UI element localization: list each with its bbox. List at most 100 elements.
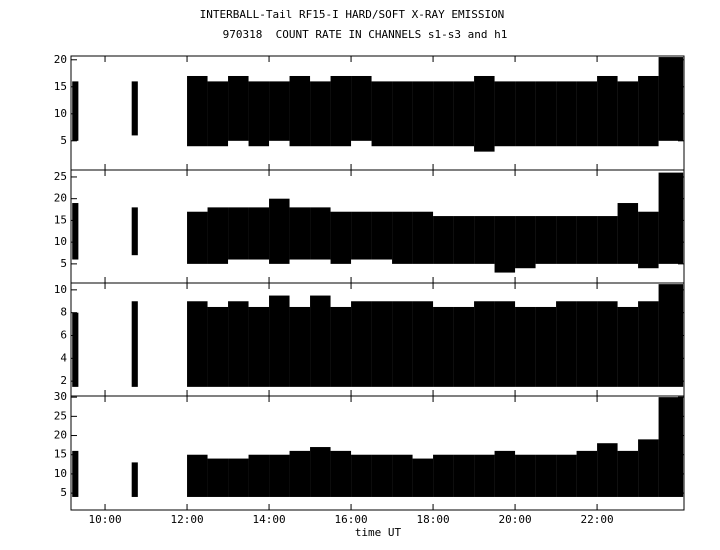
range-bar xyxy=(269,81,290,141)
x-tick-label: 18:00 xyxy=(416,513,449,526)
range-bar xyxy=(576,450,598,497)
y-tick-label: 8 xyxy=(60,306,67,319)
range-bar xyxy=(576,81,598,147)
range-bar xyxy=(535,454,557,497)
range-bar xyxy=(535,306,557,387)
y-tick-label: 10 xyxy=(54,107,67,120)
range-bar xyxy=(535,216,557,264)
range-bar xyxy=(351,75,372,141)
range-bar xyxy=(392,81,413,147)
range-bar xyxy=(617,450,639,497)
range-bar xyxy=(597,216,618,264)
range-bar xyxy=(453,306,475,387)
range-bar xyxy=(207,81,229,147)
range-bar xyxy=(412,301,434,387)
range-bar xyxy=(494,450,516,497)
range-bar xyxy=(131,462,138,497)
range-bar xyxy=(515,306,536,387)
range-bar xyxy=(494,81,516,147)
range-bar xyxy=(515,216,536,269)
range-bar xyxy=(474,75,495,152)
range-bar xyxy=(617,306,639,387)
range-bar xyxy=(658,397,684,497)
range-bar xyxy=(289,306,311,387)
range-bar xyxy=(474,454,495,497)
range-bar xyxy=(412,211,434,264)
range-bar xyxy=(556,301,577,387)
range-bar xyxy=(289,450,311,497)
range-bar xyxy=(412,458,434,497)
range-bar xyxy=(187,301,208,387)
range-bar xyxy=(187,454,208,497)
range-bar xyxy=(433,216,454,264)
y-tick-label: 2 xyxy=(60,374,67,387)
range-bar xyxy=(310,81,331,147)
range-bar xyxy=(638,301,659,387)
range-bar xyxy=(228,301,249,387)
y-tick-label: 30 xyxy=(54,390,67,403)
range-bar xyxy=(474,216,495,264)
range-bar xyxy=(131,301,138,387)
range-bar xyxy=(351,301,372,387)
y-tick-label: 5 xyxy=(60,257,67,270)
y-tick-label: 10 xyxy=(54,283,67,296)
range-bar xyxy=(597,301,618,387)
y-tick-label: 20 xyxy=(54,429,67,442)
range-bar xyxy=(228,207,249,260)
range-bar xyxy=(515,81,536,147)
range-bar xyxy=(131,81,138,136)
range-bar xyxy=(658,172,684,264)
range-bar xyxy=(72,312,79,387)
range-bar xyxy=(412,81,434,147)
range-bar xyxy=(248,454,270,497)
range-bar xyxy=(310,207,331,260)
y-tick-label: 10 xyxy=(54,467,67,480)
range-bar xyxy=(228,75,249,141)
range-bar xyxy=(72,81,79,141)
range-bar xyxy=(289,75,311,147)
range-bar xyxy=(658,57,684,141)
x-tick-label: 12:00 xyxy=(170,513,203,526)
range-bar xyxy=(433,306,454,387)
range-bar xyxy=(638,439,659,497)
range-bar xyxy=(453,454,475,497)
range-bar xyxy=(535,81,557,147)
range-bar xyxy=(228,458,249,497)
y-tick-label: 20 xyxy=(54,192,67,205)
range-bar xyxy=(207,458,229,497)
range-bar xyxy=(392,211,413,264)
x-tick-label: 22:00 xyxy=(581,513,614,526)
range-bar xyxy=(131,207,138,256)
y-tick-label: 4 xyxy=(60,351,67,364)
range-bar xyxy=(310,295,331,387)
range-bar xyxy=(207,306,229,387)
chart-title: INTERBALL-Tail RF15-I HARD/SOFT X-RAY EM… xyxy=(200,8,505,21)
chart-subtitle: 970318 COUNT RATE IN CHANNELS s1-s3 and … xyxy=(223,28,508,41)
range-bar xyxy=(310,447,331,497)
range-bar xyxy=(453,81,475,147)
range-bar xyxy=(248,207,270,260)
range-bar xyxy=(494,301,516,387)
x-tick-label: 14:00 xyxy=(252,513,285,526)
range-bar xyxy=(576,301,598,387)
range-bar xyxy=(597,443,618,497)
range-bar xyxy=(597,75,618,147)
x-tick-label: 10:00 xyxy=(88,513,121,526)
range-bar xyxy=(556,81,577,147)
range-bar xyxy=(392,301,413,387)
range-bar xyxy=(371,211,393,260)
y-tick-label: 15 xyxy=(54,448,67,461)
range-bar xyxy=(392,454,413,497)
range-bar xyxy=(269,198,290,264)
range-bar xyxy=(330,450,352,497)
range-bar xyxy=(371,454,393,497)
y-tick-label: 25 xyxy=(54,170,67,183)
range-bar xyxy=(453,216,475,264)
range-bar xyxy=(207,207,229,264)
range-bar xyxy=(515,454,536,497)
range-bar xyxy=(433,81,454,147)
range-bar xyxy=(474,301,495,387)
range-bar xyxy=(433,454,454,497)
y-tick-label: 5 xyxy=(60,134,67,147)
